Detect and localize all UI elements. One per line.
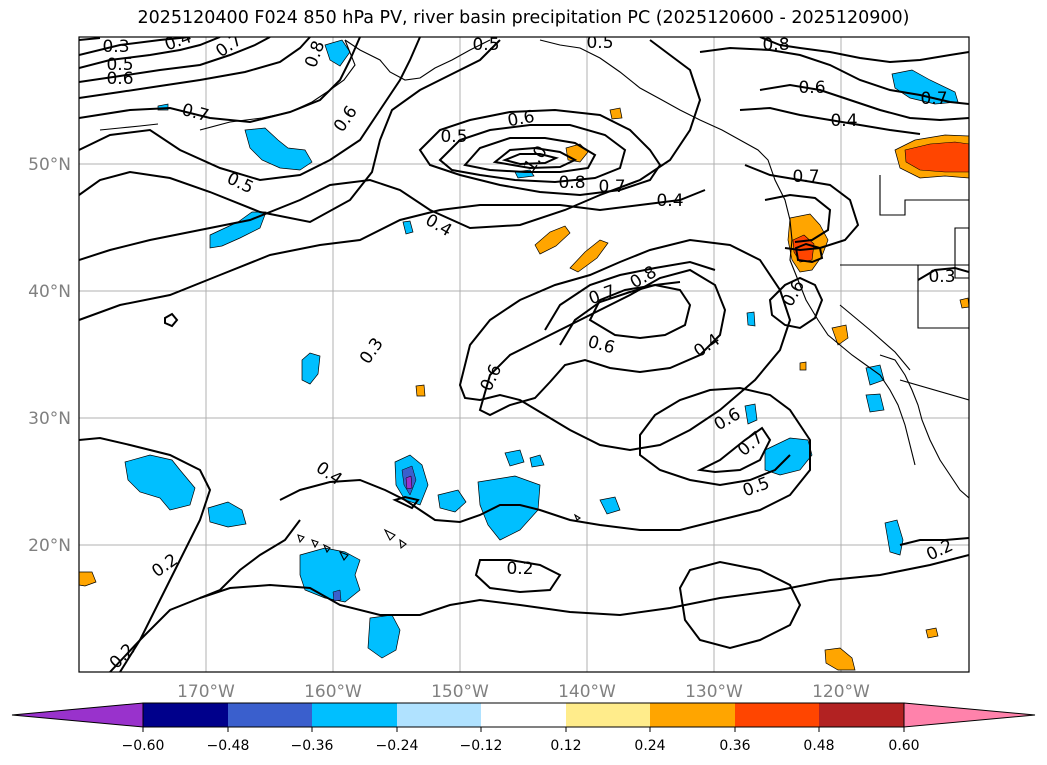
contour-label: 0.4 [830, 111, 857, 131]
contour-label: 0.4 [656, 191, 683, 211]
contour-label: 0.3 [928, 267, 955, 287]
colorbar-segment [481, 703, 566, 727]
lon-label: 150°W [431, 682, 489, 702]
contour-label: 0.7 [792, 167, 819, 187]
colorbar-tick-label: 0.60 [888, 738, 919, 754]
lat-label: 20°N [28, 536, 71, 556]
contour-label: 0.8 [558, 173, 585, 193]
contour-label: 0.5 [106, 55, 133, 75]
colorbar-tick-label: −0.24 [376, 738, 419, 754]
plot-title: 2025120400 F024 850 hPa PV, river basin … [137, 8, 910, 28]
lat-label: 50°N [28, 155, 71, 175]
colorbar-extend-low [11, 702, 144, 728]
colorbar-tick-label: −0.36 [291, 738, 334, 754]
contour-label: 0.5 [440, 127, 467, 147]
contour-label: 0.5 [472, 35, 499, 55]
contour-label: 0.6 [506, 107, 536, 131]
lon-label: 170°W [177, 682, 235, 702]
contour-label: 0.7 [598, 177, 625, 197]
colorbar-tick-label: 0.36 [719, 738, 750, 754]
contour-label: 0.8 [762, 35, 789, 55]
colorbar-segment [228, 703, 312, 727]
colorbar-segment [143, 703, 228, 727]
lat-label: 40°N [28, 282, 71, 302]
colorbar-segment [650, 703, 735, 727]
colorbar-segment [819, 703, 904, 727]
colorbar-tick-label: −0.60 [122, 738, 165, 754]
precip-negative-strong [332, 465, 417, 602]
contour-label: 0.3 [102, 37, 129, 57]
lon-label: 160°W [304, 682, 362, 702]
colorbar-segment [735, 703, 819, 727]
colorbar-tick-label: 0.12 [550, 738, 581, 754]
colorbar-tick-label: 0.48 [803, 738, 834, 754]
colorbar-tick-label: −0.12 [460, 738, 503, 754]
map-frame [78, 36, 970, 673]
colorbar-extend-high [903, 702, 1036, 728]
colorbar: −0.60 −0.48 −0.36 −0.24 −0.12 0.12 0.24 … [11, 702, 1036, 754]
precip-negative-patches [124, 39, 959, 659]
lon-label: 120°W [812, 682, 870, 702]
lon-label: 130°W [685, 682, 743, 702]
colorbar-segment [397, 703, 481, 727]
colorbar-tick-label: −0.48 [207, 738, 250, 754]
colorbar-segment [312, 703, 397, 727]
contour-label: 0.2 [506, 559, 533, 579]
contour-label: 0.7 [920, 89, 947, 109]
longitude-labels: 170°W 160°W 150°W 140°W 130°W 120°W [177, 682, 870, 702]
lat-label: 30°N [28, 409, 71, 429]
contour-label: 0.5 [586, 33, 613, 53]
contour-label: 0.6 [106, 69, 133, 89]
map-area [79, 37, 969, 672]
latitude-labels: 50°N 40°N 30°N 20°N [28, 155, 71, 556]
colorbar-tick-label: 0.24 [634, 738, 665, 754]
contour-label: 0.6 [798, 78, 825, 98]
lon-label: 140°W [558, 682, 616, 702]
pv-contours [79, 37, 969, 672]
colorbar-segment [566, 703, 650, 727]
